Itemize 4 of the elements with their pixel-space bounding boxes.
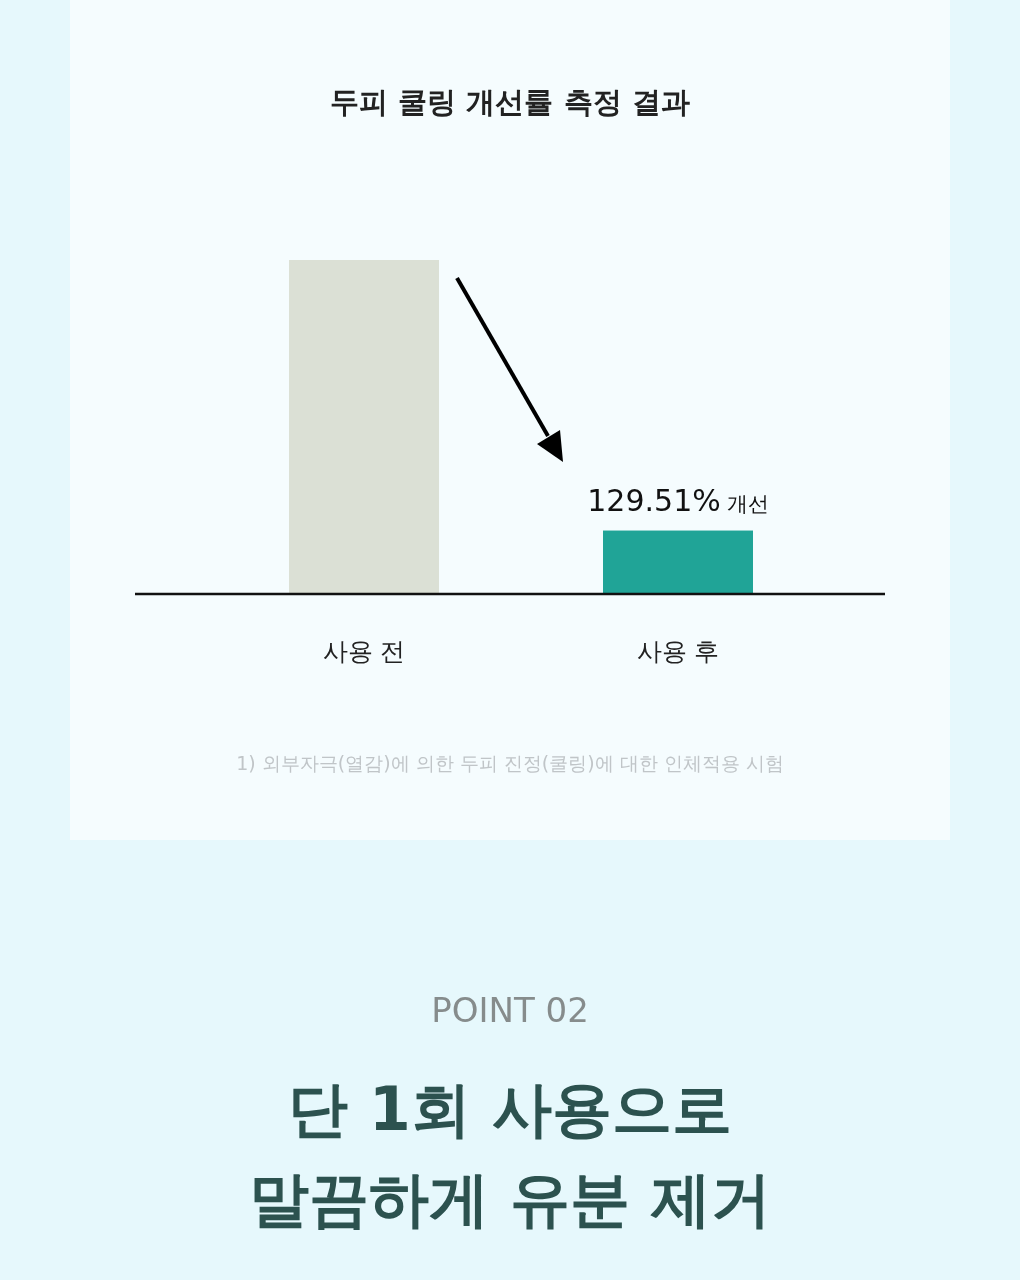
annotation: 단 1회 사용으로 말끔하게 유분 제거 [249,1074,771,1234]
annotation: 129.51% 개선 [587,482,769,518]
title: 두피 쿨링 개선률 측정 결과 [330,85,690,119]
annotation: POINT 02 [431,990,589,1030]
